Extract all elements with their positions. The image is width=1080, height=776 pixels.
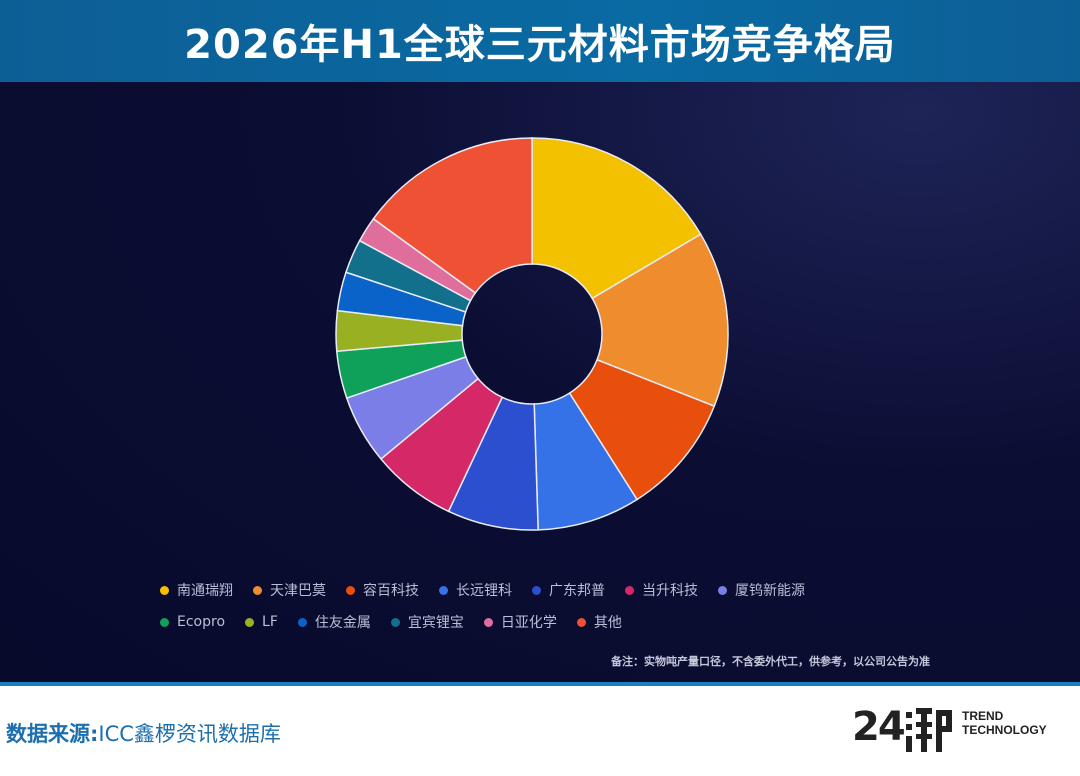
logo-number: 24 [852, 704, 906, 750]
data-source-key: 数据来源: [6, 722, 99, 746]
legend-item[interactable]: 天津巴莫 [253, 582, 326, 599]
legend-item[interactable]: 日亚化学 [483, 614, 557, 631]
legend-dot-icon [532, 585, 541, 595]
legend-dot-icon [576, 617, 586, 627]
legend-item[interactable]: 其他 [576, 614, 622, 631]
legend-item[interactable]: 长远锂科 [439, 582, 512, 599]
legend-dot-icon [625, 585, 634, 595]
legend-label: 宜宾锂宝 [407, 615, 464, 631]
legend-item[interactable]: Ecopro [160, 614, 225, 630]
legend-label: 容百科技 [363, 583, 419, 599]
pie-slice-12 [372, 137, 533, 294]
legend-label: 住友金属 [314, 615, 371, 631]
legend-item[interactable]: 住友金属 [297, 614, 371, 631]
brand-logo: 24 TREND TECHNOLOGY [852, 702, 1052, 762]
legend-dot-icon [160, 585, 169, 595]
legend-item[interactable]: LF [245, 614, 278, 630]
data-source: 数据来源:ICC鑫椤资讯数据库 [6, 718, 281, 748]
legend-item[interactable]: 容百科技 [346, 582, 419, 599]
legend-label: 当升科技 [642, 583, 698, 599]
legend-dot-icon [245, 617, 255, 627]
legend-item[interactable]: 南通瑞翔 [160, 582, 233, 599]
data-source-value: ICC鑫椤资讯数据库 [98, 722, 281, 746]
title-bar: 2026年H1全球三元材料市场竞争格局 [0, 0, 1080, 82]
footer: 数据来源:ICC鑫椤资讯数据库 24 TREND TECHNOLOGY [0, 686, 1080, 776]
chart-note: 备注：实物吨产量口径，不含委外代工，供参考，以公司公告为准 [611, 655, 930, 668]
legend-dot-icon [346, 585, 355, 595]
legend-dot-icon [483, 617, 493, 627]
pie-slice-1 [591, 233, 729, 408]
legend-dot-icon [390, 617, 400, 627]
legend-dot-icon [439, 585, 448, 595]
legend-label: 长远锂科 [456, 583, 512, 599]
chart-legend: 南通瑞翔 天津巴莫 容百科技 长远锂科 广东邦普 当升科技 厦钨新能源 Ecopro LF 住友金… [160, 582, 940, 631]
logo-mark-icon [906, 708, 952, 752]
legend-dot-icon [160, 617, 169, 627]
footer-divider [0, 682, 1080, 686]
chart-area: 南通瑞翔 天津巴莫 容百科技 长远锂科 广东邦普 当升科技 厦钨新能源 Ecopro LF 住友金… [0, 82, 1080, 682]
legend-label: 日亚化学 [500, 615, 557, 631]
legend-dot-icon [297, 617, 307, 627]
legend-dot-icon [253, 585, 262, 595]
page-title: 2026年H1全球三元材料市场竞争格局 [184, 22, 896, 68]
pie-slice-0 [531, 137, 702, 300]
legend-label: 其他 [593, 615, 622, 631]
logo-line-2: TECHNOLOGY [962, 723, 1047, 737]
legend-label: LF [262, 614, 278, 630]
legend-item[interactable]: 宜宾锂宝 [390, 614, 464, 631]
legend-label: 天津巴莫 [270, 583, 326, 599]
legend-label: 广东邦普 [549, 583, 605, 599]
legend-label: 厦钨新能源 [735, 583, 805, 599]
logo-line-1: TREND [962, 709, 1004, 723]
donut-chart [335, 137, 729, 531]
legend-item[interactable]: 广东邦普 [532, 582, 605, 599]
legend-label: Ecopro [177, 614, 226, 630]
legend-item[interactable]: 厦钨新能源 [718, 582, 805, 599]
logo-text: TREND TECHNOLOGY [962, 709, 1047, 737]
legend-item[interactable]: 当升科技 [625, 582, 698, 599]
legend-label: 南通瑞翔 [177, 583, 233, 599]
legend-dot-icon [718, 585, 727, 595]
